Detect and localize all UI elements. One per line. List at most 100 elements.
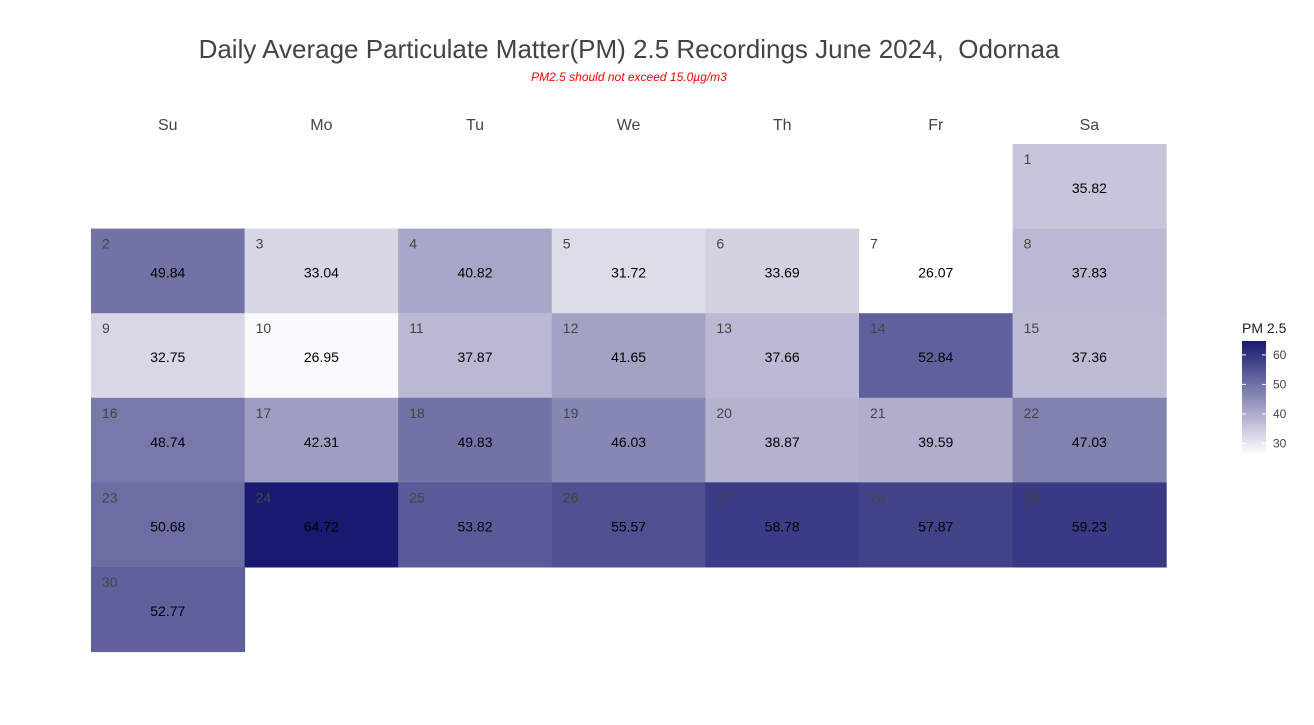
day-number: 3 xyxy=(256,236,264,252)
value-label: 26.07 xyxy=(918,265,953,281)
value-label: 59.23 xyxy=(1072,518,1107,534)
day-number: 7 xyxy=(870,236,878,252)
value-label: 37.83 xyxy=(1072,265,1107,281)
day-cell xyxy=(705,228,860,314)
day-number: 17 xyxy=(256,405,272,421)
weekday-label: Tu xyxy=(466,117,484,134)
chart-subtitle: PM2.5 should not exceed 15.0µg/m3 xyxy=(531,70,727,84)
value-label: 26.95 xyxy=(304,349,339,365)
day-cell xyxy=(244,397,399,483)
value-label: 33.04 xyxy=(304,265,339,281)
day-cell xyxy=(551,313,706,399)
day-cell xyxy=(551,482,706,568)
day-number: 21 xyxy=(870,405,886,421)
value-label: 37.36 xyxy=(1072,349,1107,365)
day-number: 5 xyxy=(563,236,571,252)
value-label: 46.03 xyxy=(611,434,646,450)
value-label: 32.75 xyxy=(150,349,185,365)
legend-tick-label: 50 xyxy=(1273,377,1287,391)
value-label: 50.68 xyxy=(150,518,185,534)
day-cell xyxy=(398,228,553,314)
legend-tick-label: 30 xyxy=(1273,436,1287,450)
day-cell xyxy=(1012,313,1167,399)
day-cell xyxy=(398,397,553,483)
value-label: 40.82 xyxy=(457,265,492,281)
day-number: 23 xyxy=(102,489,118,505)
day-cell xyxy=(705,397,860,483)
day-number: 29 xyxy=(1024,489,1040,505)
day-number: 2 xyxy=(102,236,110,252)
day-cell xyxy=(91,567,246,653)
day-number: 16 xyxy=(102,405,118,421)
day-cell xyxy=(1012,397,1167,483)
day-cell xyxy=(1012,228,1167,314)
day-cell xyxy=(244,228,399,314)
weekday-label: Fr xyxy=(928,117,944,134)
day-number: 4 xyxy=(409,236,417,252)
day-number: 27 xyxy=(716,489,732,505)
day-cell xyxy=(1012,144,1167,230)
day-cell xyxy=(1012,482,1167,568)
weekday-label: We xyxy=(617,117,641,134)
day-number: 6 xyxy=(716,236,724,252)
value-label: 47.03 xyxy=(1072,434,1107,450)
value-label: 41.65 xyxy=(611,349,646,365)
value-label: 48.74 xyxy=(150,434,185,450)
day-cell xyxy=(398,313,553,399)
day-cell xyxy=(551,228,706,314)
day-number: 24 xyxy=(256,489,272,505)
value-label: 58.78 xyxy=(765,518,800,534)
value-label: 53.82 xyxy=(457,518,492,534)
day-number: 20 xyxy=(716,405,732,421)
day-cell xyxy=(91,313,246,399)
day-cell xyxy=(859,313,1014,399)
legend-tick-label: 60 xyxy=(1273,348,1287,362)
day-cell xyxy=(705,313,860,399)
value-label: 57.87 xyxy=(918,518,953,534)
day-cell xyxy=(244,313,399,399)
day-cell xyxy=(705,482,860,568)
day-cell xyxy=(859,228,1014,314)
value-label: 52.77 xyxy=(150,603,185,619)
weekday-label: Th xyxy=(773,117,792,134)
weekday-label: Sa xyxy=(1080,117,1100,134)
chart-title: Daily Average Particulate Matter(PM) 2.5… xyxy=(198,34,1060,64)
day-number: 1 xyxy=(1024,151,1032,167)
day-number: 11 xyxy=(409,320,424,336)
legend-tick-label: 40 xyxy=(1273,407,1287,421)
value-label: 42.31 xyxy=(304,434,339,450)
value-label: 33.69 xyxy=(765,265,800,281)
day-number: 14 xyxy=(870,320,886,336)
day-cell xyxy=(551,397,706,483)
day-number: 8 xyxy=(1024,236,1032,252)
value-label: 55.57 xyxy=(611,518,646,534)
day-cell xyxy=(91,228,246,314)
day-number: 15 xyxy=(1024,320,1040,336)
legend-colorbar xyxy=(1242,341,1266,455)
weekday-label: Su xyxy=(158,117,178,134)
day-number: 9 xyxy=(102,320,110,336)
day-number: 12 xyxy=(563,320,579,336)
value-label: 31.72 xyxy=(611,265,646,281)
value-label: 37.87 xyxy=(457,349,492,365)
day-cell xyxy=(91,482,246,568)
value-label: 35.82 xyxy=(1072,180,1107,196)
value-label: 64.72 xyxy=(304,518,339,534)
weekday-label: Mo xyxy=(310,117,332,134)
day-cell xyxy=(859,397,1014,483)
day-number: 18 xyxy=(409,405,425,421)
value-label: 37.66 xyxy=(765,349,800,365)
legend-title: PM 2.5 xyxy=(1242,320,1287,336)
value-label: 39.59 xyxy=(918,434,953,450)
value-label: 49.84 xyxy=(150,265,185,281)
day-number: 25 xyxy=(409,489,425,505)
day-cell xyxy=(91,397,246,483)
day-number: 26 xyxy=(563,489,579,505)
day-number: 19 xyxy=(563,405,579,421)
day-number: 28 xyxy=(870,489,886,505)
day-cell xyxy=(398,482,553,568)
value-label: 49.83 xyxy=(457,434,492,450)
value-label: 38.87 xyxy=(765,434,800,450)
day-cell xyxy=(244,482,399,568)
